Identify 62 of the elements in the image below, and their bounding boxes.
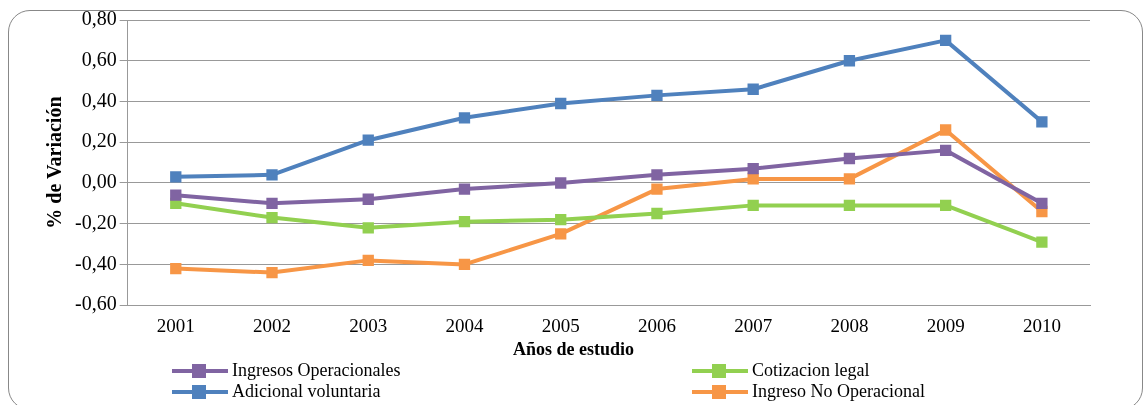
x-tick-label: 2003 (349, 314, 388, 336)
point (362, 134, 374, 146)
point (747, 199, 759, 212)
x-tick-label: 2002 (253, 314, 292, 336)
y-tick-label: -0,20 (74, 210, 117, 233)
point (843, 173, 856, 185)
point (266, 211, 278, 224)
point (651, 89, 663, 102)
x-tick-label: 2007 (734, 314, 773, 336)
y-axis-title: % de Variación (43, 96, 66, 229)
point (555, 213, 567, 226)
y-tick-label: 0,20 (81, 129, 117, 152)
legend-label: Cotizacion legal (752, 360, 870, 381)
x-tick-label: 2001 (156, 314, 195, 336)
point (266, 266, 278, 279)
x-tick-label: 2008 (830, 314, 869, 336)
point (939, 144, 952, 157)
point (266, 169, 278, 181)
point (458, 112, 471, 124)
legend-label: Ingresos Operacionales (232, 360, 401, 381)
point (843, 199, 856, 212)
point (555, 97, 567, 110)
point (1036, 116, 1048, 128)
x-tick-label: 2005 (541, 314, 580, 336)
point (651, 207, 663, 220)
y-tick-label: 0,00 (81, 170, 117, 193)
point (362, 193, 374, 205)
point (266, 197, 278, 209)
x-tick-label: 2009 (926, 314, 965, 336)
point (555, 177, 567, 189)
point (747, 173, 759, 185)
legend-label: Adicional voluntaria (232, 381, 381, 402)
point (747, 163, 759, 175)
point (939, 34, 952, 47)
x-tick-label: 2004 (445, 314, 484, 336)
y-tick-label: 0,40 (81, 88, 117, 111)
point (555, 228, 567, 240)
point (747, 83, 759, 95)
point (843, 55, 856, 67)
point (939, 199, 952, 212)
x-tick-label: 2006 (637, 314, 676, 336)
point (362, 222, 374, 234)
point (170, 171, 182, 183)
point (170, 262, 182, 275)
y-tick-label: 0,80 (81, 7, 117, 30)
point (939, 124, 952, 136)
y-tick-label: 0,60 (81, 47, 117, 70)
point (458, 216, 471, 228)
legend-label: Ingreso No Operacional (752, 381, 925, 402)
y-tick-label: -0,40 (74, 251, 117, 274)
point (458, 183, 471, 195)
point (170, 189, 182, 201)
point (458, 258, 471, 271)
x-axis-title: Años de estudio (512, 339, 635, 360)
y-tick-label: -0,60 (74, 292, 117, 315)
point (362, 254, 374, 267)
x-tick-label: 2010 (1022, 314, 1061, 336)
point (1036, 236, 1048, 248)
point (843, 152, 856, 165)
point (1036, 197, 1048, 209)
point (651, 169, 663, 181)
point (651, 183, 663, 195)
